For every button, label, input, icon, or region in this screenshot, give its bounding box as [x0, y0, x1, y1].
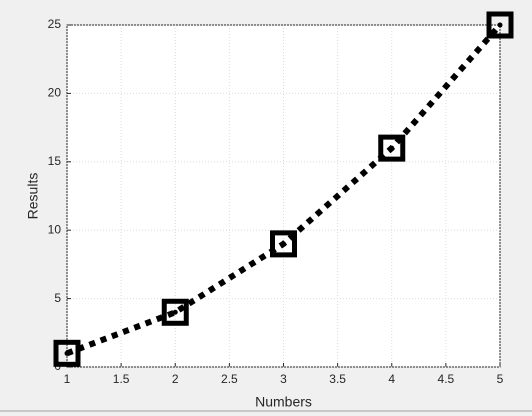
marker	[53, 339, 81, 367]
marker	[270, 230, 297, 258]
x-tick-label: 4	[388, 372, 395, 386]
x-tick-label: 5	[497, 372, 504, 386]
marker-dot	[497, 22, 503, 28]
y-tick-label: 25	[48, 17, 62, 31]
y-axis-label: Results	[25, 173, 41, 220]
x-tick-label: 4.5	[438, 372, 455, 386]
y-tick-label: 10	[48, 222, 62, 236]
y-tick-label: 20	[48, 86, 62, 100]
marker	[378, 134, 406, 162]
marker-dot	[64, 350, 70, 356]
marker-dot	[281, 241, 286, 247]
marker	[161, 298, 189, 326]
x-tick-label: 1.5	[113, 372, 130, 386]
marker	[486, 11, 514, 39]
x-tick-label: 2	[172, 372, 179, 386]
x-axis-label: Numbers	[255, 394, 312, 410]
y-tick-label: 15	[48, 154, 62, 168]
x-tick-label: 3.5	[329, 372, 346, 386]
x-tick-label: 2.5	[221, 372, 238, 386]
marker-dot	[389, 145, 395, 151]
x-tick-label: 3	[280, 372, 287, 386]
x-tick-label: 1	[64, 372, 71, 386]
y-tick-label: 5	[54, 291, 61, 305]
marker-dot	[172, 309, 178, 315]
